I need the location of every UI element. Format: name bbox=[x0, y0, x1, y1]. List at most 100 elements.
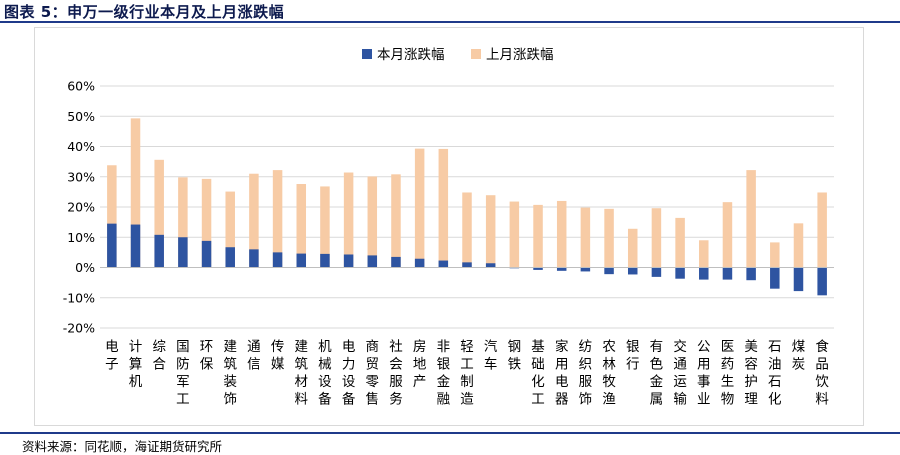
x-tick-label: 电力设备 bbox=[342, 339, 356, 408]
bar-current-month bbox=[438, 260, 449, 268]
bar-current-month bbox=[651, 267, 662, 277]
bar-current-month bbox=[580, 267, 591, 272]
bar-current-month bbox=[391, 256, 401, 268]
y-tick-label: 50% bbox=[67, 109, 95, 124]
y-tick-label: 30% bbox=[67, 169, 95, 184]
bar-current-month bbox=[272, 252, 283, 268]
legend-swatch-previous bbox=[471, 49, 481, 59]
bar-current-month bbox=[746, 267, 756, 281]
x-tick-label: 银行 bbox=[626, 339, 640, 373]
x-tick-label: 机械设备 bbox=[318, 339, 332, 408]
bar-current-month bbox=[107, 223, 117, 268]
bar-current-month bbox=[604, 267, 614, 275]
bar-current-month bbox=[367, 255, 378, 268]
bar-current-month bbox=[249, 249, 259, 268]
x-tick-label: 综合 bbox=[152, 339, 166, 373]
bar-previous-month bbox=[178, 177, 188, 268]
bar-previous-month bbox=[107, 165, 117, 268]
x-axis: 电子计算机综合国防军工环保建筑装饰通信传媒建筑材料机械设备电力设备商贸零售社会服… bbox=[105, 338, 829, 408]
x-tick-label: 公用事业 bbox=[697, 339, 711, 408]
bar-previous-month bbox=[296, 184, 307, 268]
bar-previous-month bbox=[462, 192, 472, 268]
bar-current-month bbox=[533, 267, 543, 270]
y-tick-label: -10% bbox=[63, 290, 95, 305]
x-tick-label: 汽车 bbox=[484, 339, 498, 373]
bar-previous-month bbox=[556, 200, 567, 268]
x-tick-label: 国防军工 bbox=[176, 339, 190, 408]
bar-current-month bbox=[699, 267, 709, 280]
x-tick-label: 钢铁 bbox=[508, 339, 522, 373]
bar-previous-month bbox=[367, 176, 378, 268]
bar-previous-month bbox=[699, 240, 709, 268]
x-tick-label: 电子 bbox=[105, 339, 119, 373]
x-tick-label: 建筑材料 bbox=[295, 339, 309, 408]
bar-current-month bbox=[414, 258, 425, 268]
y-tick-label: 20% bbox=[67, 200, 95, 215]
bar-current-month bbox=[320, 253, 330, 268]
y-tick-label: 40% bbox=[67, 139, 95, 154]
bar-current-month bbox=[793, 267, 804, 292]
x-tick-label: 通信 bbox=[247, 339, 261, 373]
bar-previous-month bbox=[485, 195, 496, 268]
bar-previous-month bbox=[391, 174, 401, 268]
x-tick-label: 房地产 bbox=[413, 339, 427, 390]
x-tick-label: 食品饮料 bbox=[815, 338, 829, 408]
bar-previous-month bbox=[272, 170, 283, 268]
x-tick-label: 轻工制造 bbox=[460, 339, 474, 408]
bar-current-month bbox=[770, 267, 780, 289]
x-tick-label: 计算机 bbox=[129, 339, 143, 390]
bar-previous-month bbox=[320, 186, 330, 268]
bar-previous-month bbox=[154, 159, 164, 268]
y-tick-label: 10% bbox=[67, 230, 95, 245]
x-tick-label: 石油石化 bbox=[768, 339, 782, 408]
y-tick-label: 0% bbox=[75, 260, 95, 275]
bar-previous-month bbox=[249, 173, 259, 268]
bar-current-month bbox=[130, 224, 141, 268]
bar-current-month bbox=[178, 237, 188, 268]
x-tick-label: 农林牧渔 bbox=[602, 339, 616, 408]
bar-previous-month bbox=[746, 170, 756, 268]
bar-previous-month bbox=[627, 228, 638, 268]
bar-previous-month bbox=[201, 178, 212, 268]
bar-previous-month bbox=[722, 202, 733, 268]
bar-current-month bbox=[225, 247, 235, 268]
bar-previous-month bbox=[509, 201, 520, 268]
x-tick-label: 交通运输 bbox=[673, 338, 687, 408]
bar-current-month bbox=[201, 240, 212, 268]
bar-current-month bbox=[462, 262, 472, 268]
x-tick-label: 环保 bbox=[200, 339, 214, 373]
bar-previous-month bbox=[604, 208, 614, 268]
grid-lines bbox=[100, 85, 834, 329]
bar-current-month bbox=[343, 254, 354, 268]
x-tick-label: 商贸零售 bbox=[366, 339, 380, 408]
x-tick-label: 美容护理 bbox=[744, 339, 758, 408]
bar-previous-month bbox=[414, 148, 425, 268]
x-tick-label: 家用电器 bbox=[555, 338, 569, 408]
source-note: 资料来源：同花顺，海证期货研究所 bbox=[22, 439, 223, 454]
bar-previous-month bbox=[580, 207, 591, 268]
bar-previous-month bbox=[817, 192, 827, 268]
bar-current-month bbox=[817, 267, 827, 296]
x-tick-label: 建筑装饰 bbox=[223, 339, 237, 408]
bar-previous-month bbox=[675, 217, 685, 268]
legend-label-previous: 上月涨跌幅 bbox=[486, 47, 554, 63]
bar-current-month bbox=[154, 234, 164, 268]
y-axis: -20% -10% 0% 10% 20% 30% 40% 50% 60% bbox=[63, 79, 95, 336]
chart-frame bbox=[34, 27, 864, 426]
figure-title: 图表 5：申万一级行业本月及上月涨跌幅 bbox=[4, 3, 285, 21]
x-tick-label: 非银金融 bbox=[437, 339, 451, 408]
bar-previous-month bbox=[130, 118, 141, 268]
bar-current-month bbox=[556, 267, 567, 271]
bar-previous-month bbox=[533, 204, 543, 268]
x-tick-label: 煤炭 bbox=[792, 339, 806, 373]
title-rule bbox=[0, 21, 900, 23]
x-tick-label: 传媒 bbox=[271, 339, 285, 373]
bar-previous-month bbox=[438, 148, 449, 268]
bar-current-month bbox=[627, 267, 638, 275]
bar-current-month bbox=[296, 253, 307, 268]
legend-label-current: 本月涨跌幅 bbox=[377, 47, 445, 63]
y-tick-label: -20% bbox=[63, 321, 95, 336]
bar-previous-month bbox=[225, 191, 235, 268]
bar-previous-month bbox=[793, 223, 804, 268]
bar-series bbox=[107, 118, 827, 296]
